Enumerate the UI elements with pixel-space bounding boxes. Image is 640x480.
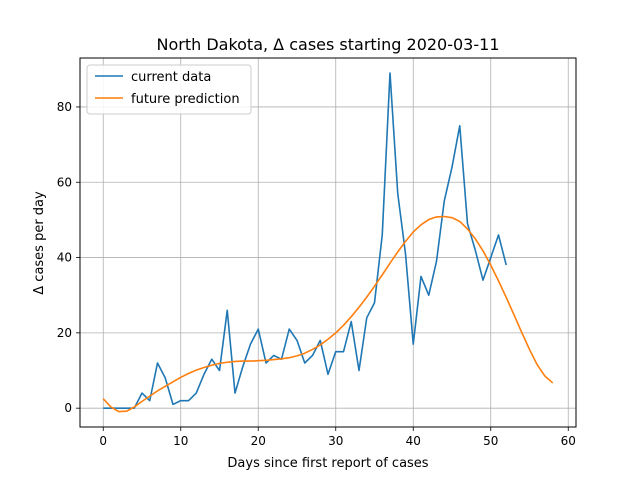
x-tick-label: 50: [483, 434, 498, 448]
x-tick-label: 60: [561, 434, 576, 448]
legend-box: [86, 64, 252, 115]
plot-frame: [79, 57, 577, 428]
y-axis-label: Δ cases per day: [32, 191, 47, 295]
y-tick-label: 60: [57, 175, 72, 189]
chart-title: North Dakota, Δ cases starting 2020-03-1…: [156, 35, 499, 54]
x-tick-label: 30: [328, 434, 343, 448]
series-layer: [102, 72, 554, 413]
y-tick-label: 0: [64, 401, 72, 415]
ticks: 0 10 20 30 40 50 60 0 20 40 60 80: [57, 100, 576, 448]
x-tick-label: 0: [99, 434, 107, 448]
legend-label: future prediction: [131, 92, 240, 107]
x-tick-label: 10: [173, 434, 188, 448]
y-tick-label: 40: [57, 251, 72, 265]
legend: current data future prediction: [86, 64, 252, 115]
x-tick-label: 40: [406, 434, 421, 448]
x-tick-label: 20: [251, 434, 266, 448]
future-prediction-line: [102, 215, 554, 413]
current-data-line: [103, 72, 508, 409]
y-tick-label: 80: [57, 100, 72, 114]
y-tick-label: 20: [57, 326, 72, 340]
x-axis-label: Days since first report of cases: [227, 456, 428, 471]
legend-label: current data: [131, 70, 211, 85]
